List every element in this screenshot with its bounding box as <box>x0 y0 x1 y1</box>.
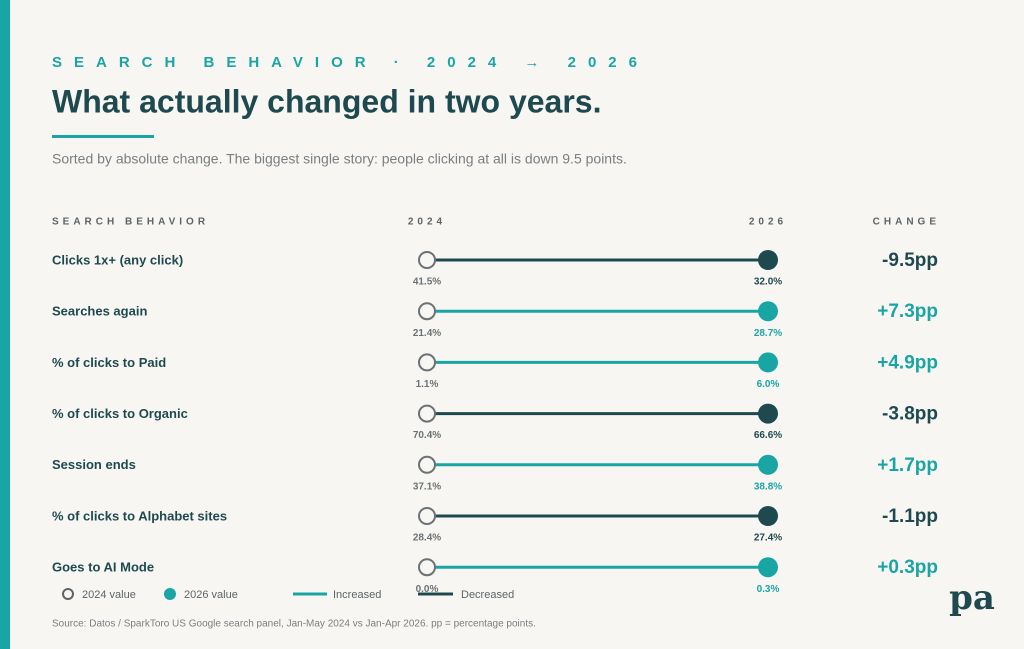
change-value: -1.1pp <box>882 506 938 527</box>
row-label: Searches again <box>52 304 147 319</box>
end-marker <box>758 454 778 475</box>
start-marker <box>418 558 436 577</box>
legend-marker <box>164 588 176 600</box>
legend-label: Increased <box>333 589 381 601</box>
start-value: 28.4% <box>413 533 441 544</box>
kicker: SEARCH BEHAVIOR · 2024 → 2026 <box>52 54 649 71</box>
side-bar <box>0 0 10 649</box>
row-label: Session ends <box>52 457 136 472</box>
start-value: 0.0% <box>416 584 439 595</box>
end-value: 38.8% <box>754 481 782 492</box>
row-label: % of clicks to Alphabet sites <box>52 508 227 523</box>
change-value: +1.7pp <box>877 455 938 476</box>
end-marker <box>758 352 778 373</box>
start-marker <box>418 302 436 321</box>
end-marker <box>758 403 778 424</box>
change-value: -9.5pp <box>882 250 938 271</box>
column-header: 2026 <box>749 217 787 228</box>
start-value: 1.1% <box>416 379 439 390</box>
start-value: 70.4% <box>413 430 441 441</box>
end-value: 27.4% <box>754 533 782 544</box>
start-value: 21.4% <box>413 328 441 339</box>
legend: 2024 value 2026 value Increased Decrease… <box>62 588 514 601</box>
legend-label: Decreased <box>461 589 514 601</box>
column-header: 2024 <box>408 217 446 228</box>
start-marker <box>418 455 436 474</box>
change-value: -3.8pp <box>882 404 938 425</box>
end-value: 6.0% <box>757 379 780 390</box>
end-value: 32.0% <box>754 277 782 288</box>
legend-label: 2026 value <box>184 589 238 601</box>
start-marker <box>418 507 436 525</box>
end-marker <box>758 250 778 270</box>
end-marker <box>758 506 778 526</box>
end-value: 66.6% <box>754 430 782 441</box>
end-marker <box>758 557 778 578</box>
row-label: % of clicks to Organic <box>52 406 188 421</box>
end-value: 0.3% <box>757 584 780 595</box>
start-marker <box>418 353 436 372</box>
column-header: CHANGE <box>873 217 940 228</box>
start-marker <box>418 251 436 269</box>
end-value: 28.7% <box>754 328 782 339</box>
column-header: SEARCH BEHAVIOR <box>52 217 209 228</box>
logo: pa <box>949 578 995 618</box>
source: Source: Datos / SparkToro US Google sear… <box>52 619 536 630</box>
change-value: +4.9pp <box>877 352 938 373</box>
legend-label: 2024 value <box>82 589 136 601</box>
start-value: 41.5% <box>413 277 441 288</box>
change-value: +0.3pp <box>877 557 938 578</box>
start-value: 37.1% <box>413 481 441 492</box>
title-rule <box>52 135 154 138</box>
subtitle: Sorted by absolute change. The biggest s… <box>52 151 627 167</box>
legend-marker <box>62 588 74 600</box>
row-label: % of clicks to Paid <box>52 355 166 370</box>
title: What actually changed in two years. <box>52 83 601 119</box>
start-marker <box>418 404 436 423</box>
end-marker <box>758 301 778 322</box>
row-label: Clicks 1x+ (any click) <box>52 252 183 267</box>
change-value: +7.3pp <box>877 301 938 322</box>
row-label: Goes to AI Mode <box>52 560 154 575</box>
